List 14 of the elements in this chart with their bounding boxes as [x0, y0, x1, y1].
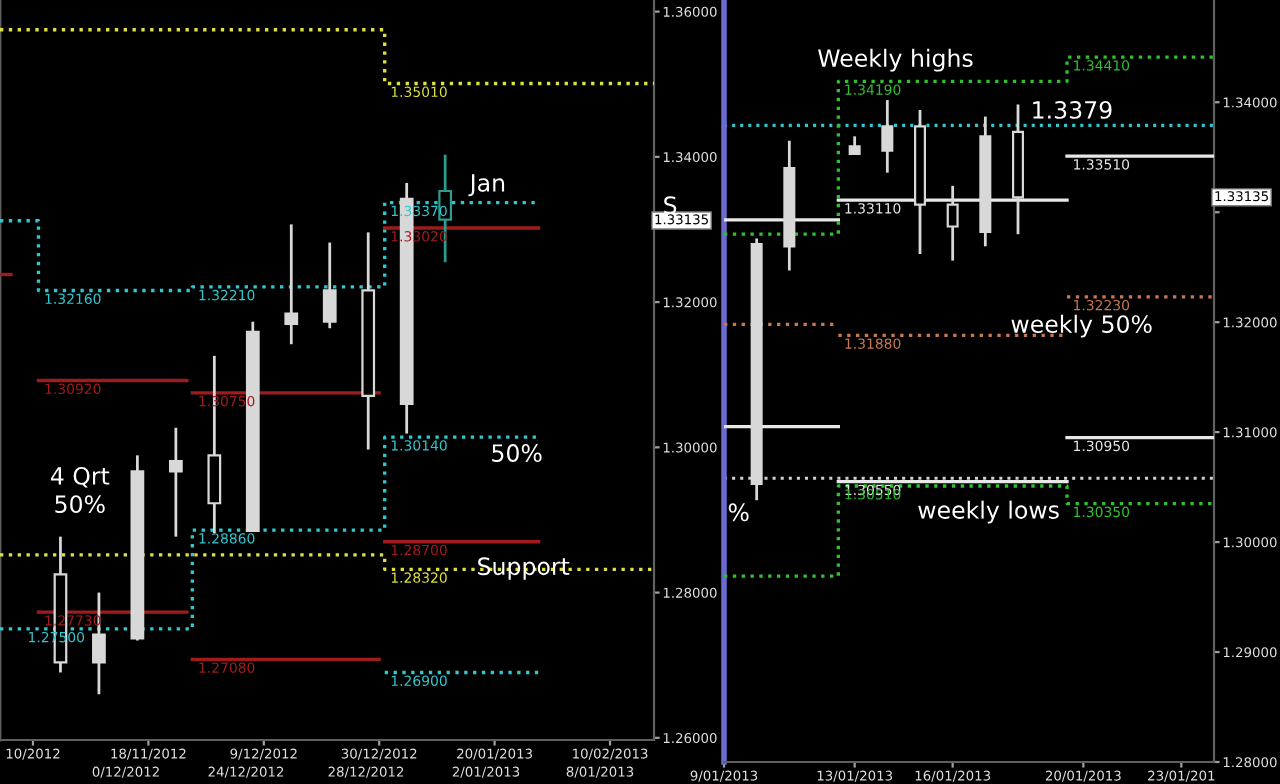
annotation: 4 Qrt 50%	[50, 466, 110, 514]
annotation: Weekly highs	[818, 48, 973, 72]
annotation: 1.3379	[1033, 101, 1112, 119]
annotation: weekly 50%	[1011, 314, 1152, 338]
candlestick	[881, 98, 894, 175]
candlestick	[946, 184, 959, 262]
candlestick	[168, 426, 183, 539]
annotation: %	[728, 503, 749, 522]
annotation: Jan	[468, 174, 505, 197]
annotation: 50%	[492, 444, 542, 462]
annotation: Support	[478, 557, 570, 580]
candlestick	[322, 241, 337, 330]
annotation: weekly lows	[918, 500, 1059, 524]
candlestick	[284, 223, 299, 346]
